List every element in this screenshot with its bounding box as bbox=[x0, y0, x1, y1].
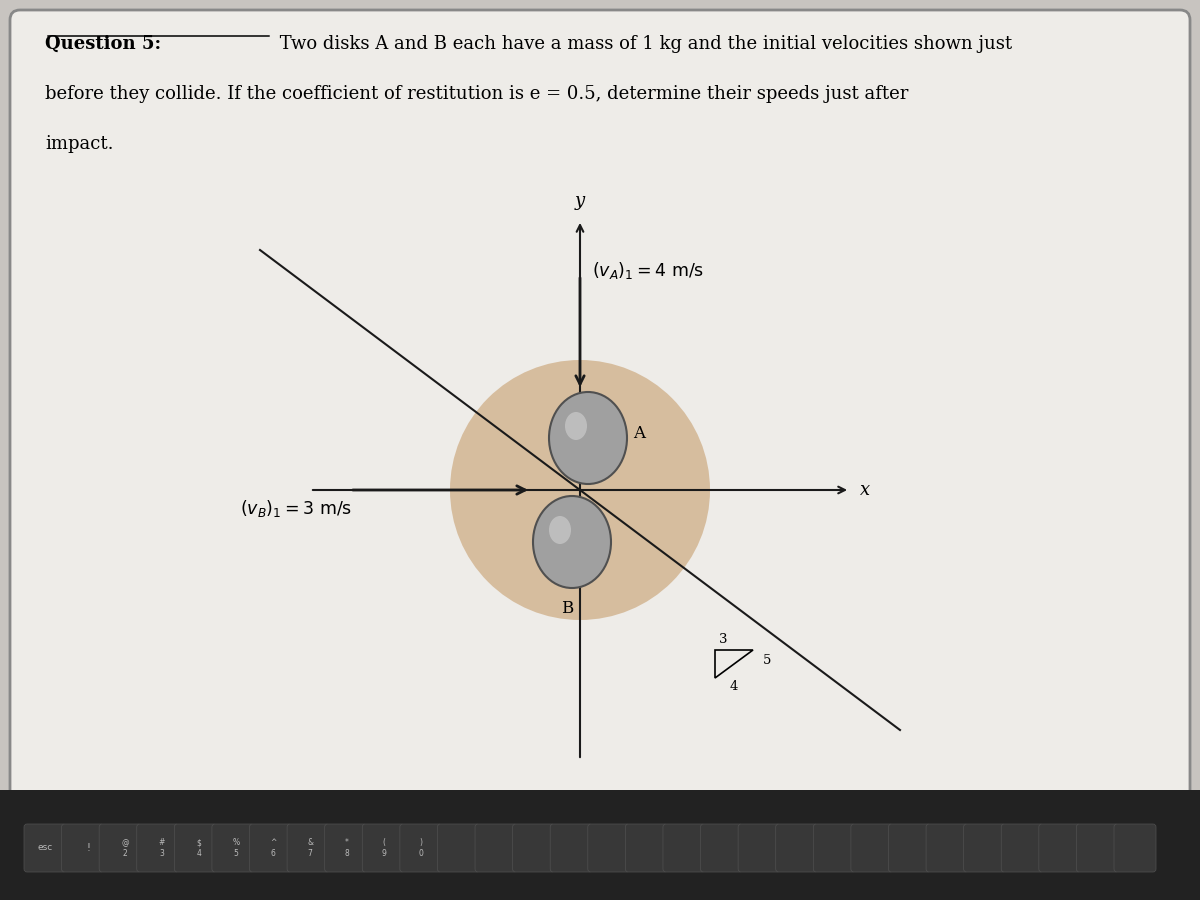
Text: $(v_A)_1 = 4\ \mathrm{m/s}$: $(v_A)_1 = 4\ \mathrm{m/s}$ bbox=[592, 260, 704, 281]
Bar bbox=[0, 790, 1200, 900]
Text: 4: 4 bbox=[730, 680, 738, 693]
Text: before they collide. If the coefficient of restitution is e = 0.5, determine the: before they collide. If the coefficient … bbox=[46, 85, 908, 103]
FancyBboxPatch shape bbox=[362, 824, 404, 872]
FancyBboxPatch shape bbox=[926, 824, 968, 872]
FancyBboxPatch shape bbox=[851, 824, 893, 872]
FancyBboxPatch shape bbox=[287, 824, 329, 872]
FancyBboxPatch shape bbox=[701, 824, 743, 872]
FancyBboxPatch shape bbox=[61, 824, 103, 872]
FancyBboxPatch shape bbox=[814, 824, 856, 872]
Text: ^
6: ^ 6 bbox=[270, 838, 276, 858]
Text: 5: 5 bbox=[763, 653, 772, 667]
Text: B: B bbox=[560, 600, 574, 617]
FancyBboxPatch shape bbox=[24, 824, 66, 872]
FancyBboxPatch shape bbox=[662, 824, 704, 872]
Text: A: A bbox=[634, 425, 646, 442]
Text: @
2: @ 2 bbox=[121, 838, 128, 858]
Text: Question 5:: Question 5: bbox=[46, 35, 161, 53]
FancyBboxPatch shape bbox=[137, 824, 179, 872]
Text: y: y bbox=[575, 192, 586, 210]
Ellipse shape bbox=[450, 360, 710, 620]
FancyBboxPatch shape bbox=[775, 824, 817, 872]
Text: !: ! bbox=[86, 843, 90, 853]
FancyBboxPatch shape bbox=[212, 824, 254, 872]
Ellipse shape bbox=[565, 412, 587, 440]
FancyBboxPatch shape bbox=[438, 824, 480, 872]
FancyBboxPatch shape bbox=[551, 824, 593, 872]
FancyBboxPatch shape bbox=[588, 824, 630, 872]
Ellipse shape bbox=[550, 392, 628, 484]
Text: 3: 3 bbox=[719, 633, 727, 646]
FancyBboxPatch shape bbox=[1001, 824, 1043, 872]
Text: (
9: ( 9 bbox=[382, 838, 386, 858]
FancyBboxPatch shape bbox=[964, 824, 1006, 872]
Text: %
5: % 5 bbox=[233, 838, 240, 858]
Text: #
3: # 3 bbox=[158, 838, 166, 858]
FancyBboxPatch shape bbox=[625, 824, 667, 872]
Ellipse shape bbox=[550, 516, 571, 544]
FancyBboxPatch shape bbox=[250, 824, 292, 872]
Text: )
0: ) 0 bbox=[419, 838, 424, 858]
Ellipse shape bbox=[533, 496, 611, 588]
FancyBboxPatch shape bbox=[1114, 824, 1156, 872]
Text: x: x bbox=[860, 481, 870, 499]
FancyBboxPatch shape bbox=[512, 824, 554, 872]
FancyBboxPatch shape bbox=[738, 824, 780, 872]
FancyBboxPatch shape bbox=[475, 824, 517, 872]
Text: esc: esc bbox=[37, 843, 53, 852]
FancyBboxPatch shape bbox=[174, 824, 216, 872]
FancyBboxPatch shape bbox=[1039, 824, 1081, 872]
FancyBboxPatch shape bbox=[888, 824, 930, 872]
Text: Two disks A and B each have a mass of 1 kg and the initial velocities shown just: Two disks A and B each have a mass of 1 … bbox=[274, 35, 1012, 53]
FancyBboxPatch shape bbox=[1076, 824, 1118, 872]
FancyBboxPatch shape bbox=[10, 10, 1190, 810]
Text: impact.: impact. bbox=[46, 135, 114, 153]
Text: $(v_B)_1 = 3\ \mathrm{m/s}$: $(v_B)_1 = 3\ \mathrm{m/s}$ bbox=[240, 498, 352, 519]
FancyBboxPatch shape bbox=[325, 824, 367, 872]
Text: &
7: & 7 bbox=[307, 838, 313, 858]
Text: *
8: * 8 bbox=[344, 838, 349, 858]
FancyBboxPatch shape bbox=[400, 824, 442, 872]
Text: $
4: $ 4 bbox=[197, 838, 202, 858]
FancyBboxPatch shape bbox=[100, 824, 142, 872]
